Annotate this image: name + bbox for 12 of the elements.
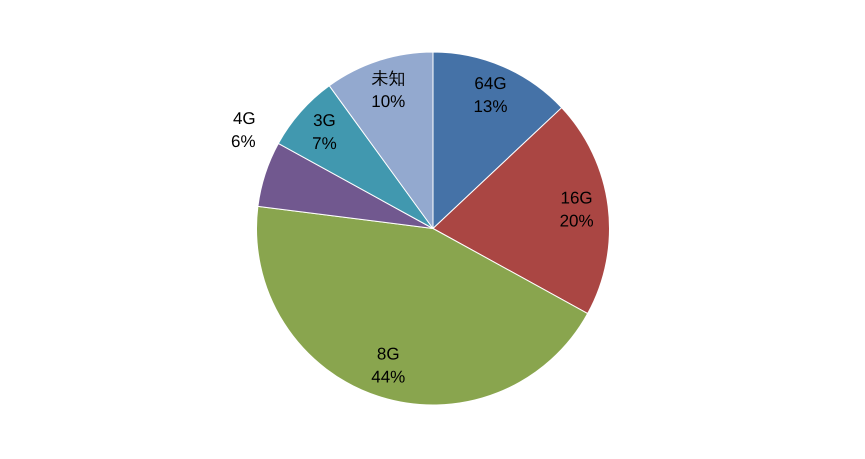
slice-label: 未知 [371,69,406,88]
data-label: 20% [560,212,594,231]
data-label: 13% [473,96,508,116]
slice-label: 16G [560,188,593,208]
slice-label: 8G [376,344,400,364]
slice-label: 64G [474,74,507,93]
slice-label: 3G [313,110,336,130]
data-label: 10% [371,92,406,112]
data-label: 6% [231,132,256,152]
data-label: 7% [312,134,337,153]
data-label: 44% [371,367,406,386]
slice-label: 4G [232,109,256,128]
